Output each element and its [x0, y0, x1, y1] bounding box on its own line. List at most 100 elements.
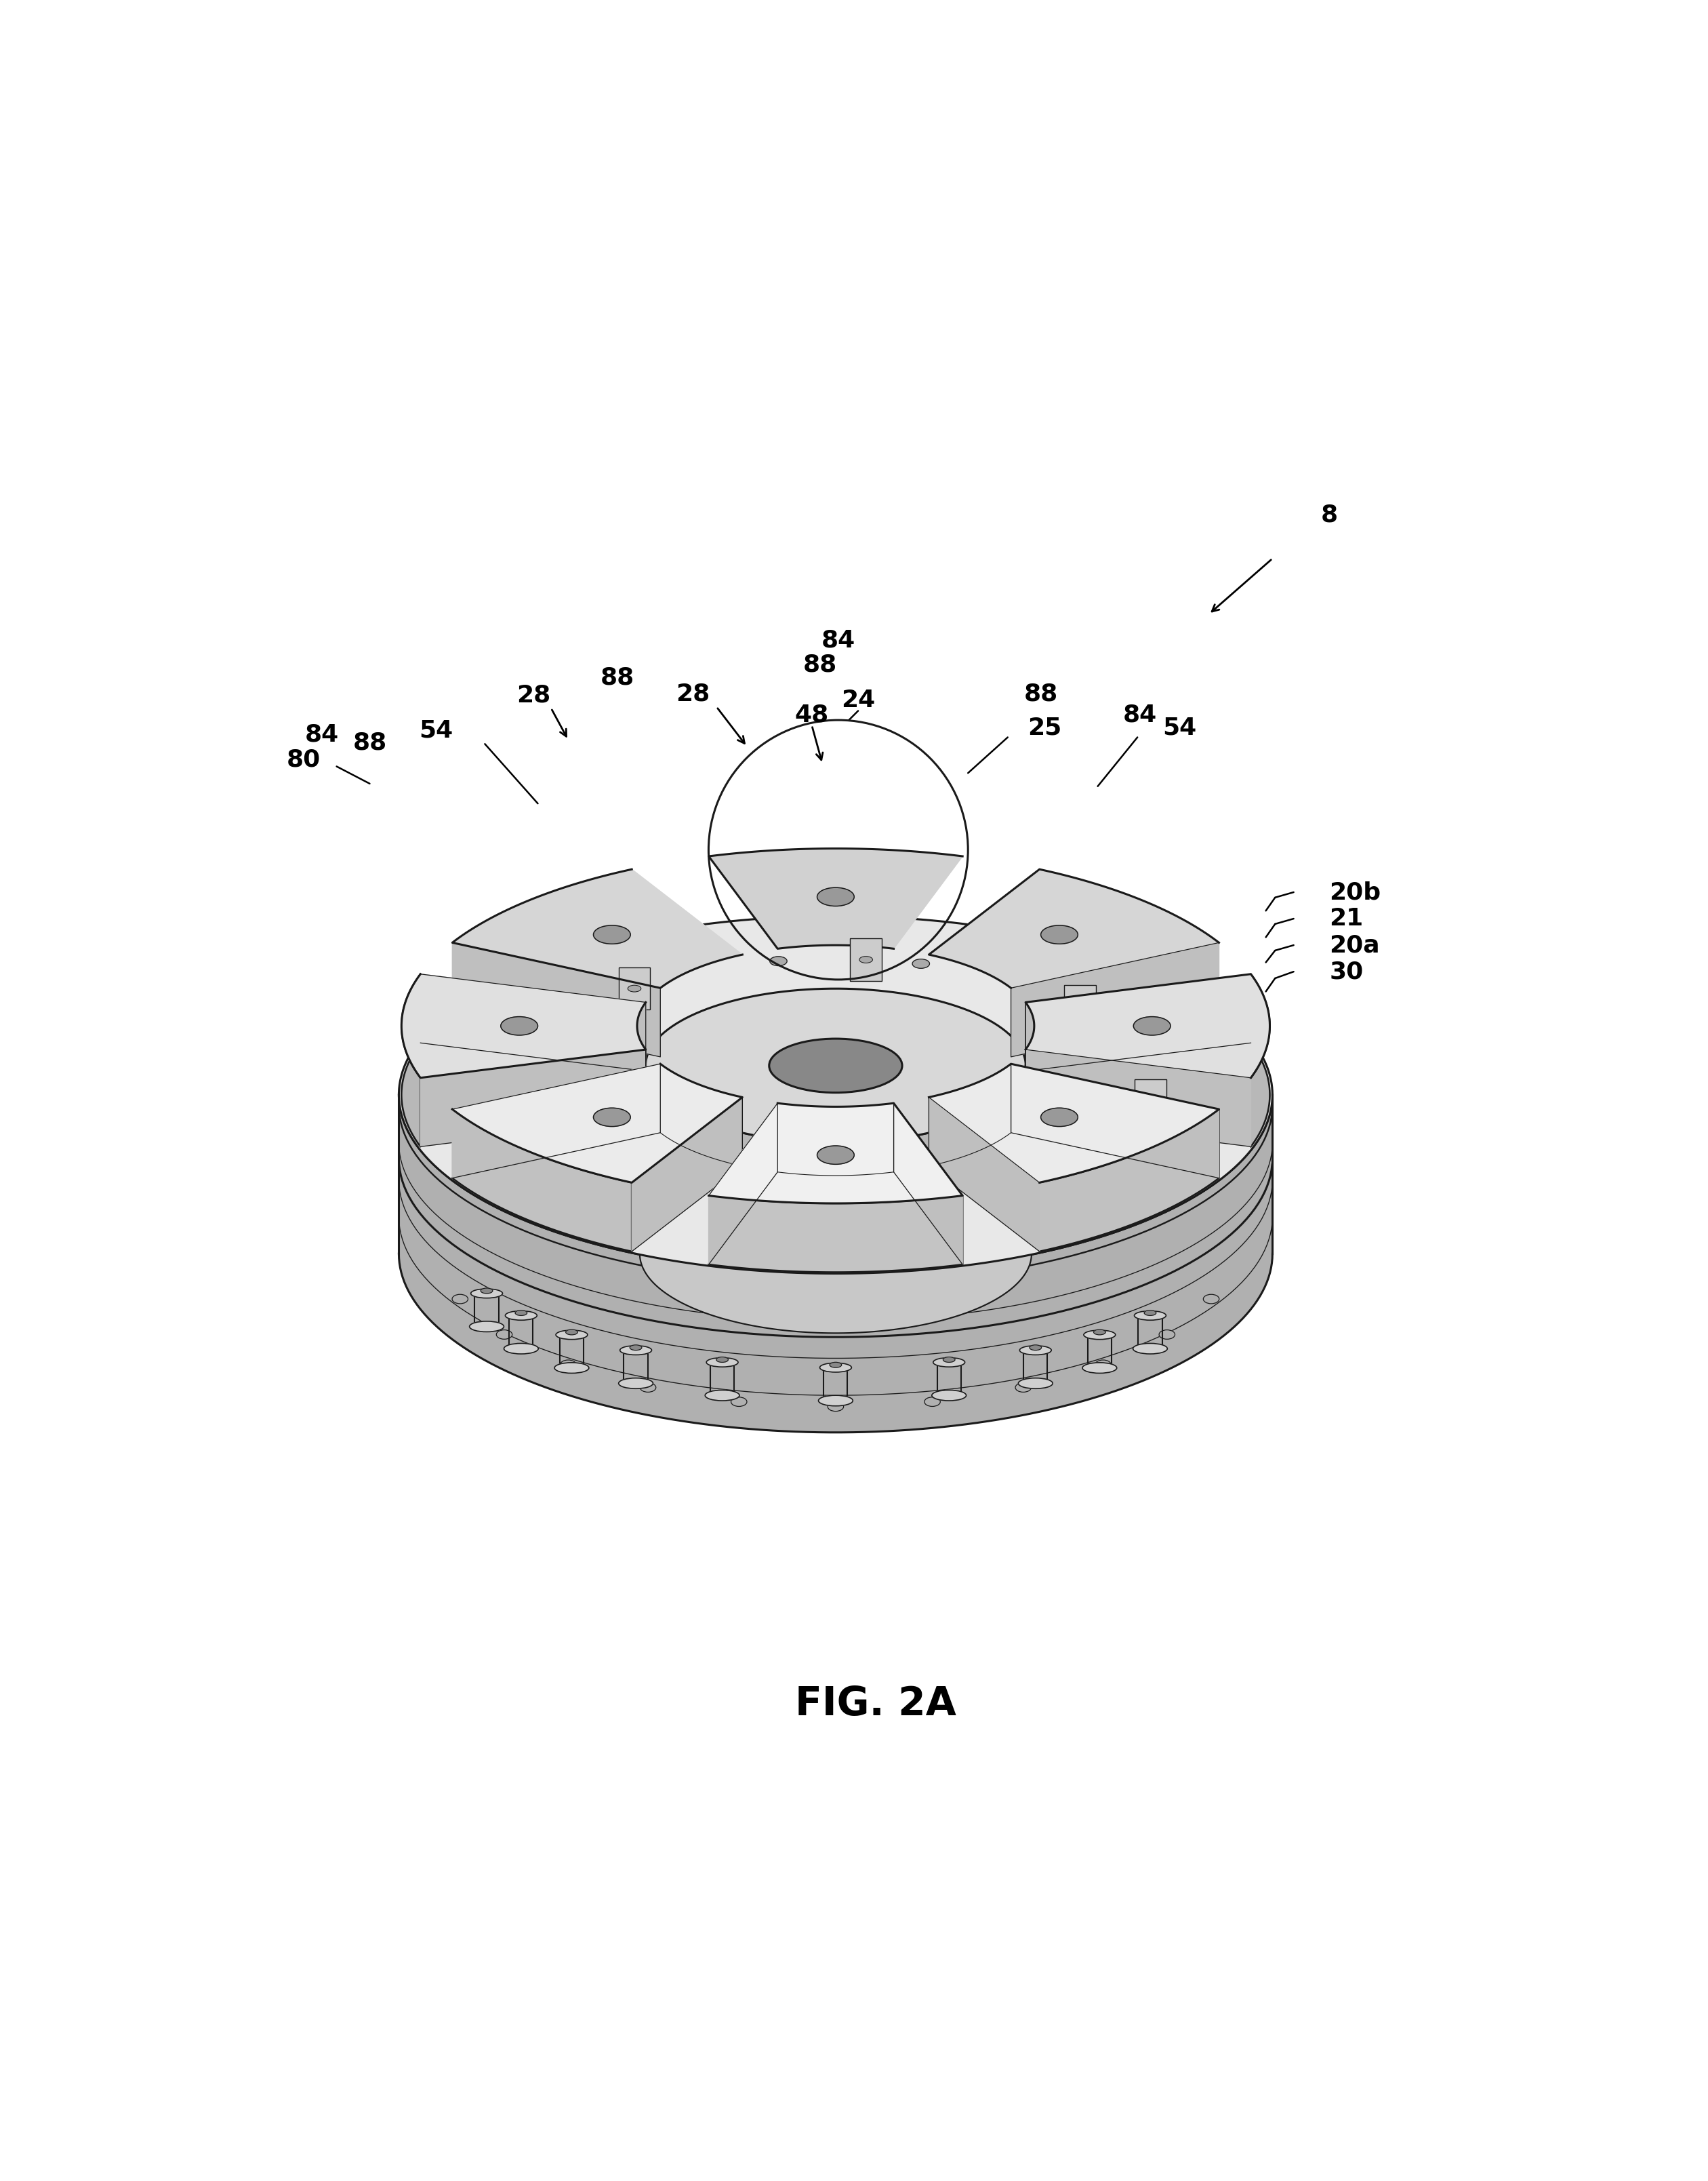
Ellipse shape — [712, 1040, 726, 1047]
Text: 88: 88 — [803, 652, 837, 676]
Ellipse shape — [504, 1343, 538, 1354]
Text: 24: 24 — [840, 689, 874, 711]
Ellipse shape — [892, 1156, 905, 1162]
Ellipse shape — [1144, 1097, 1156, 1104]
Polygon shape — [453, 870, 743, 988]
Ellipse shape — [933, 1357, 965, 1367]
Ellipse shape — [714, 1217, 731, 1228]
Ellipse shape — [1038, 986, 1056, 995]
Text: 88: 88 — [352, 731, 386, 755]
Polygon shape — [929, 870, 1220, 988]
Text: 54: 54 — [418, 720, 453, 742]
Ellipse shape — [856, 1226, 873, 1234]
Ellipse shape — [712, 1143, 726, 1149]
Polygon shape — [777, 1104, 893, 1176]
Ellipse shape — [639, 979, 656, 988]
Ellipse shape — [816, 1145, 854, 1165]
Ellipse shape — [912, 960, 929, 968]
Ellipse shape — [1134, 1311, 1167, 1320]
Polygon shape — [661, 1064, 743, 1167]
Ellipse shape — [1095, 1361, 1110, 1370]
Ellipse shape — [1040, 925, 1078, 944]
Polygon shape — [640, 1095, 1032, 1333]
Ellipse shape — [514, 1073, 528, 1080]
Ellipse shape — [1018, 1378, 1052, 1389]
Polygon shape — [709, 848, 963, 949]
Polygon shape — [453, 1064, 743, 1182]
Ellipse shape — [1134, 1016, 1170, 1036]
Ellipse shape — [1030, 1184, 1044, 1191]
Polygon shape — [453, 1110, 632, 1252]
Polygon shape — [646, 988, 1027, 1143]
Ellipse shape — [769, 1038, 902, 1093]
Text: 84: 84 — [1124, 702, 1156, 726]
FancyBboxPatch shape — [789, 1195, 822, 1239]
Ellipse shape — [594, 1186, 611, 1195]
Ellipse shape — [818, 1396, 852, 1407]
Ellipse shape — [799, 1213, 811, 1219]
Ellipse shape — [470, 1322, 504, 1333]
Ellipse shape — [555, 1363, 589, 1374]
Polygon shape — [1011, 942, 1220, 1058]
Polygon shape — [401, 975, 646, 1077]
Polygon shape — [637, 1003, 646, 1119]
FancyBboxPatch shape — [1021, 1167, 1052, 1208]
Text: 20a: 20a — [1329, 933, 1380, 957]
Polygon shape — [453, 942, 661, 1058]
Ellipse shape — [967, 1134, 980, 1141]
Ellipse shape — [593, 1108, 630, 1128]
Ellipse shape — [828, 1402, 844, 1411]
Text: 21: 21 — [1329, 907, 1363, 931]
FancyBboxPatch shape — [851, 938, 881, 981]
Ellipse shape — [663, 1073, 676, 1080]
Polygon shape — [1025, 975, 1250, 1071]
Ellipse shape — [630, 1346, 642, 1350]
Ellipse shape — [1030, 1346, 1042, 1350]
Ellipse shape — [1160, 1330, 1175, 1339]
FancyBboxPatch shape — [618, 968, 651, 1010]
Polygon shape — [893, 1104, 963, 1265]
Ellipse shape — [560, 1361, 576, 1370]
Ellipse shape — [663, 1110, 676, 1117]
Text: 25: 25 — [1028, 718, 1062, 739]
Polygon shape — [420, 1049, 646, 1147]
Ellipse shape — [584, 1167, 598, 1173]
Ellipse shape — [1015, 1383, 1032, 1391]
FancyBboxPatch shape — [506, 1056, 536, 1097]
Text: FIG. 2A: FIG. 2A — [794, 1684, 956, 1723]
Polygon shape — [401, 975, 420, 1147]
Ellipse shape — [640, 1383, 656, 1391]
Polygon shape — [1011, 1064, 1220, 1178]
Polygon shape — [929, 1064, 1011, 1167]
Ellipse shape — [705, 1389, 740, 1400]
Ellipse shape — [1097, 1169, 1114, 1178]
FancyBboxPatch shape — [1064, 986, 1095, 1027]
Ellipse shape — [555, 1330, 588, 1339]
Ellipse shape — [731, 1398, 746, 1407]
Ellipse shape — [798, 1160, 811, 1167]
Ellipse shape — [798, 1023, 811, 1029]
Ellipse shape — [497, 1330, 512, 1339]
Polygon shape — [398, 1095, 1272, 1433]
Polygon shape — [646, 1067, 1027, 1171]
Ellipse shape — [541, 1023, 559, 1032]
Text: 80: 80 — [287, 748, 321, 772]
Ellipse shape — [716, 1357, 728, 1363]
Polygon shape — [1025, 975, 1269, 1077]
Ellipse shape — [499, 1077, 516, 1088]
Ellipse shape — [933, 1389, 967, 1400]
Ellipse shape — [620, 1346, 652, 1354]
Ellipse shape — [1156, 1090, 1173, 1099]
FancyBboxPatch shape — [576, 1149, 608, 1191]
Polygon shape — [1025, 1003, 1033, 1119]
Ellipse shape — [516, 1311, 528, 1315]
Ellipse shape — [1144, 1311, 1156, 1315]
Ellipse shape — [967, 1049, 980, 1056]
Ellipse shape — [1020, 1346, 1052, 1354]
Ellipse shape — [471, 1289, 502, 1298]
Text: 84: 84 — [306, 724, 340, 746]
Ellipse shape — [629, 986, 640, 992]
Ellipse shape — [924, 1398, 941, 1407]
Text: 30: 30 — [1329, 960, 1363, 984]
Text: 28: 28 — [518, 683, 552, 707]
